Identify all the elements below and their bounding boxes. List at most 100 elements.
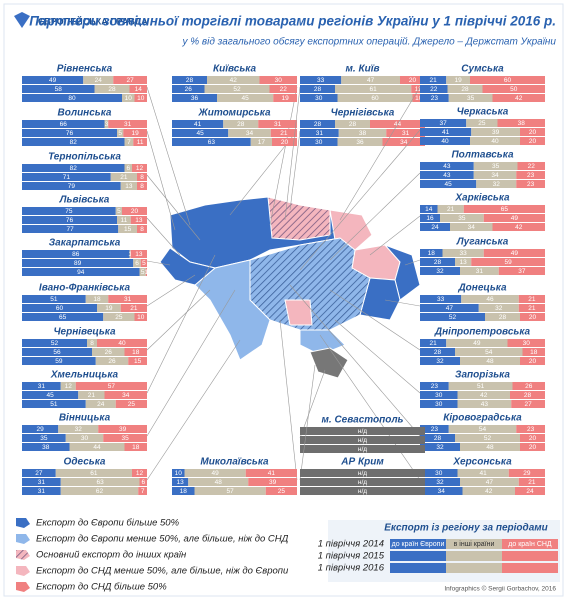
bar-value: 21 (430, 77, 438, 84)
bar-segment (22, 216, 117, 224)
na-bar (300, 487, 425, 495)
bar-value: 40 (441, 138, 449, 145)
bar-value: 5 (118, 130, 122, 137)
bar-segment (420, 205, 438, 213)
region-name: Чернігівська (331, 108, 395, 119)
bar-segment (516, 171, 545, 179)
bar-value: 30 (81, 435, 89, 442)
bar-value: 21 (120, 174, 128, 181)
bar-segment (83, 76, 114, 84)
bar-value: 30 (315, 95, 323, 102)
bar-segment (420, 137, 470, 145)
bar-segment (22, 348, 92, 356)
bar-value: 7 (127, 139, 131, 146)
bar-segment (140, 259, 147, 267)
bar-segment (492, 223, 545, 231)
leader-line (279, 319, 298, 481)
bar-value: 19 (455, 77, 463, 84)
bar-value: 38 (359, 130, 367, 137)
bar-value: 31 (38, 488, 46, 495)
bar-segment (78, 391, 105, 399)
bar-value: 18 (180, 488, 188, 495)
bar-value: 42 (480, 392, 488, 399)
bar-segment (400, 76, 425, 84)
bar-value: 27 (127, 77, 135, 84)
bar-segment (300, 94, 338, 102)
bar-value: 34 (438, 488, 446, 495)
bar-value: 44 (93, 444, 101, 451)
bar-value: 56 (53, 349, 61, 356)
bar-segment (22, 250, 130, 258)
logo: ЄВРОПЕЙСЬКА ПРАВДА (38, 15, 148, 26)
bar-value: 18 (428, 250, 436, 257)
bar-segment (108, 295, 147, 303)
bar-value: 31 (316, 130, 324, 137)
bar-segment (518, 478, 545, 486)
bar-value: 28 (499, 314, 507, 321)
bar-segment (473, 171, 517, 179)
bar-segment (455, 258, 472, 266)
bar-value: 24 (95, 77, 103, 84)
bar-segment (450, 223, 493, 231)
bar-segment (259, 76, 297, 84)
bar-value: 48 (486, 358, 494, 365)
bar-segment (207, 76, 260, 84)
bar-value: 19 (282, 95, 290, 102)
bar-segment (250, 138, 272, 146)
bar-value: 17 (258, 139, 266, 146)
leader-line (299, 129, 421, 271)
bar-segment (471, 258, 545, 266)
bar-segment (138, 487, 147, 495)
leader-line (146, 289, 211, 351)
bar-value: 25 (115, 314, 123, 321)
bar-value: 30 (435, 392, 443, 399)
leader-line (404, 259, 421, 266)
bar-value: 45 (47, 392, 55, 399)
bar-segment (341, 76, 400, 84)
period-label: 1 півріччя 2016 (318, 563, 385, 574)
bar-segment (69, 443, 125, 451)
leader-line (146, 289, 236, 437)
bar-segment (22, 443, 70, 451)
region-name: Житомирська (197, 108, 271, 119)
bar-value: 63 (97, 479, 105, 486)
bar-segment (124, 443, 147, 451)
na-label: н/д (358, 437, 367, 444)
bar-value: 43 (481, 401, 489, 408)
bar-value: 26 (525, 383, 533, 390)
bar-value: 15 (134, 358, 142, 365)
bar-segment (508, 469, 545, 477)
bar-value: 24 (431, 224, 439, 231)
bar-value: 21 (280, 130, 288, 137)
bar-value: 28 (108, 86, 116, 93)
bar-value: 1 (145, 269, 149, 276)
bar-value: 18 (93, 296, 101, 303)
leader-line (329, 172, 421, 261)
bar-value: 37 (440, 120, 448, 127)
period-swatch (446, 539, 502, 549)
bar-value: 32 (436, 479, 444, 486)
bar-segment (258, 120, 297, 128)
bar-value: 34 (468, 224, 476, 231)
bar-value: 35 (122, 435, 130, 442)
bar-segment (520, 443, 545, 451)
bar-segment (22, 85, 95, 93)
bar-segment (128, 357, 147, 365)
bar-segment (460, 478, 519, 486)
bar-segment (22, 268, 140, 276)
bar-value: 94 (77, 269, 85, 276)
bar-segment (265, 487, 297, 495)
bar-value: 13 (177, 479, 185, 486)
bar-segment (129, 250, 131, 258)
region-name: Запорізька (455, 370, 510, 381)
bar-value: 63 (208, 139, 216, 146)
bar-segment (420, 391, 458, 399)
region-name: Одеська (64, 457, 106, 468)
bar-value: 52 (449, 314, 457, 321)
bar-value: 21 (447, 206, 455, 213)
bar-value: 25 (478, 120, 486, 127)
bar-value: 25 (278, 488, 286, 495)
na-label: н/д (358, 470, 367, 477)
bar-segment (22, 138, 125, 146)
